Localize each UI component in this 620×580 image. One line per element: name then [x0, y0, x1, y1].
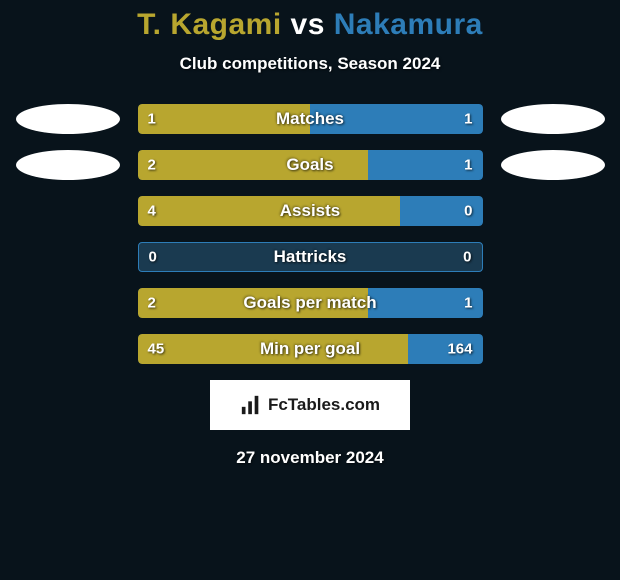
stat-row: 2 1 Goals [0, 150, 620, 180]
date: 27 november 2024 [0, 448, 620, 468]
stat-row: 45 164 Min per goal [0, 334, 620, 364]
stat-row: 0 0 Hattricks [0, 242, 620, 272]
title-vs: vs [291, 8, 325, 41]
stats-container: 1 1 Matches 2 1 Goals 4 0 Assists 0 0 Hattricks 2 1 Go… [0, 104, 620, 364]
subtitle: Club competitions, Season 2024 [0, 54, 620, 74]
stat-value-left: 4 [148, 203, 156, 220]
stat-label: Goals [286, 155, 333, 175]
stat-label: Goals per match [243, 293, 376, 313]
stat-value-left: 2 [148, 295, 156, 312]
stat-row: 4 0 Assists [0, 196, 620, 226]
stat-value-right: 0 [463, 249, 471, 266]
stat-value-right: 1 [464, 295, 472, 312]
stat-row: 2 1 Goals per match [0, 288, 620, 318]
stat-row: 1 1 Matches [0, 104, 620, 134]
stat-value-right: 1 [464, 111, 472, 128]
logo-chart-icon [240, 394, 262, 416]
badge-spacer [16, 242, 120, 272]
stat-bar: 0 0 Hattricks [138, 242, 483, 272]
stat-bar: 2 1 Goals per match [138, 288, 483, 318]
stat-bar-left [138, 196, 400, 226]
player1-name: T. Kagami [137, 8, 282, 41]
stat-bar: 1 1 Matches [138, 104, 483, 134]
badge-spacer [501, 242, 605, 272]
comparison-card: T. Kagami vs Nakamura Club competitions,… [0, 0, 620, 468]
player2-name: Nakamura [334, 8, 483, 41]
team-badge-right [501, 104, 605, 134]
stat-value-right: 1 [464, 157, 472, 174]
stat-value-right: 0 [464, 203, 472, 220]
team-badge-right [501, 150, 605, 180]
badge-spacer [16, 196, 120, 226]
team-badge-left [16, 104, 120, 134]
badge-spacer [501, 334, 605, 364]
badge-spacer [501, 288, 605, 318]
stat-value-left: 45 [148, 341, 165, 358]
title: T. Kagami vs Nakamura [0, 8, 620, 42]
stat-label: Assists [280, 201, 340, 221]
badge-spacer [16, 288, 120, 318]
badge-spacer [501, 196, 605, 226]
stat-label: Matches [276, 109, 344, 129]
stat-bar: 45 164 Min per goal [138, 334, 483, 364]
stat-label: Hattricks [274, 247, 347, 267]
team-badge-left [16, 150, 120, 180]
badge-spacer [16, 334, 120, 364]
logo-text: FcTables.com [268, 395, 380, 415]
stat-bar: 2 1 Goals [138, 150, 483, 180]
stat-label: Min per goal [260, 339, 360, 359]
stat-bar: 4 0 Assists [138, 196, 483, 226]
stat-value-left: 0 [149, 249, 157, 266]
stat-value-left: 2 [148, 157, 156, 174]
logo-box[interactable]: FcTables.com [210, 380, 410, 430]
stat-value-right: 164 [447, 341, 472, 358]
stat-value-left: 1 [148, 111, 156, 128]
